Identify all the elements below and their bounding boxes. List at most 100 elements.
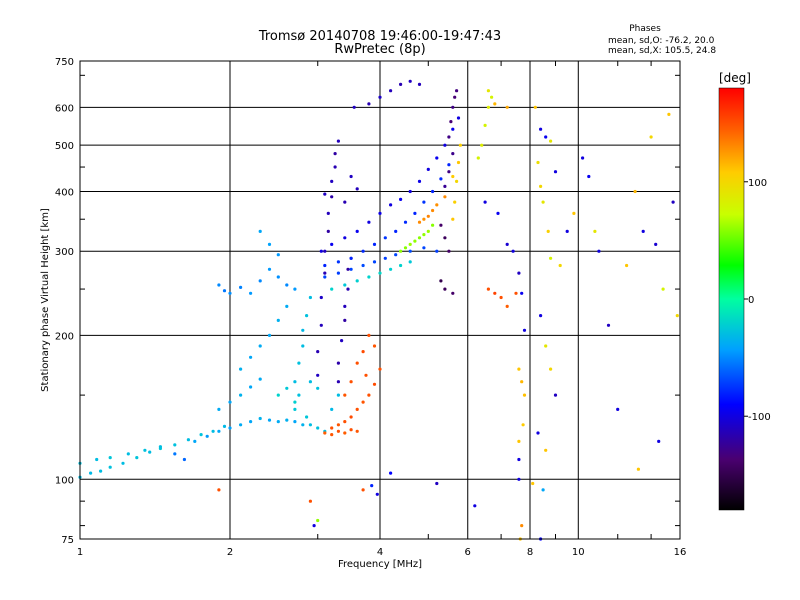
scatter-point [267, 242, 272, 246]
data-points [78, 79, 679, 541]
scatter-point [367, 275, 371, 279]
scatter-point [544, 344, 548, 348]
scatter-point [399, 197, 403, 201]
colorbar-ticks: 100 0 -100 [744, 178, 771, 423]
y-tick-label: 300 [55, 247, 74, 258]
scatter-point [222, 424, 227, 428]
scatter-point [323, 271, 327, 275]
scatter-point [435, 481, 439, 486]
scatter-point [258, 279, 262, 283]
scatter-point [383, 256, 387, 260]
scatter-point [228, 400, 232, 404]
scatter-point [205, 434, 209, 438]
scatter-point [521, 423, 525, 427]
scatter-point [249, 355, 253, 359]
scatter-point [417, 82, 422, 86]
scatter-point [499, 295, 503, 300]
scatter-point [443, 184, 447, 188]
scatter-point [533, 105, 537, 109]
scatter-point [319, 295, 323, 300]
scatter-point [293, 400, 297, 404]
scatter-point [443, 236, 447, 240]
scatter-point [458, 143, 462, 147]
scatter-point [367, 393, 371, 397]
y-tick-label: 200 [55, 331, 74, 342]
scatter-point [361, 249, 365, 253]
scatter-point [449, 120, 453, 124]
scatter-point [520, 524, 524, 528]
scatter-point [364, 373, 368, 377]
scatter-point [199, 433, 203, 437]
x-axis-label: Frequency [MHz] [338, 559, 422, 570]
scatter-point [308, 499, 312, 503]
scatter-point [422, 200, 426, 204]
scatter-point [483, 200, 487, 204]
scatter-point [378, 271, 382, 275]
scatter-point [451, 127, 455, 131]
scatter-point [616, 407, 620, 411]
scatter-point [558, 263, 562, 268]
scatter-point [675, 314, 679, 318]
scatter-point [285, 418, 289, 422]
y-tick-label: 750 [55, 57, 74, 68]
scatter-point [633, 189, 637, 194]
scatter-point [319, 249, 323, 253]
scatter-point [239, 367, 243, 371]
scatter-point [514, 291, 518, 295]
scatter-point [522, 328, 527, 332]
scatter-point [536, 160, 540, 165]
scatter-point [323, 192, 327, 196]
scatter-point [435, 156, 439, 160]
scatter-point [343, 283, 347, 287]
scatter-point [316, 426, 320, 430]
scatter-point [447, 170, 451, 174]
scatter-point [422, 233, 426, 237]
scatter-point [308, 295, 312, 300]
scatter-point [326, 229, 330, 233]
scatter-point [544, 448, 548, 452]
scatter-point [343, 318, 347, 322]
scatter-point [217, 407, 221, 411]
scatter-point [483, 123, 487, 127]
scatter-point [349, 428, 353, 432]
scatter-point [403, 220, 408, 224]
scatter-point [399, 249, 403, 253]
scatter-point [308, 423, 312, 427]
colorbar [718, 87, 745, 511]
x-tick-label: 1 [77, 547, 83, 558]
scatter-point [346, 267, 350, 271]
scatter-point [378, 367, 382, 371]
scatter-point [587, 174, 591, 179]
scatter-point [108, 465, 112, 469]
y-tick-label: 600 [55, 103, 74, 114]
scatter-point [323, 431, 327, 435]
scatter-point [408, 249, 412, 253]
scatter-point [239, 393, 243, 397]
scatter-point [148, 450, 152, 454]
scatter-point [403, 246, 408, 250]
scatter-point [431, 223, 435, 227]
scatter-point [453, 200, 457, 204]
scatter-point [417, 236, 422, 240]
scatter-point [173, 443, 177, 447]
scatter-point [493, 291, 497, 295]
scatter-point [667, 112, 671, 116]
scatter-point [422, 217, 426, 221]
scatter-point [451, 152, 455, 156]
grid-lines [80, 61, 680, 539]
scatter-point [493, 102, 497, 106]
x-tick-label: 16 [674, 547, 687, 558]
colorbar-label: [deg] [719, 71, 751, 85]
scatter-point [352, 105, 356, 109]
x-tick-label: 8 [527, 547, 533, 558]
y-tick-label: 400 [55, 187, 74, 198]
scatter-point [323, 249, 327, 253]
scatter-point [517, 439, 521, 443]
scatter-point [389, 471, 393, 475]
scatter-point [453, 95, 457, 99]
scatter-point [370, 484, 374, 488]
scatter-point [330, 287, 334, 291]
scatter-point [417, 220, 422, 224]
scatter-point [435, 249, 439, 253]
scatter-point [333, 165, 337, 169]
